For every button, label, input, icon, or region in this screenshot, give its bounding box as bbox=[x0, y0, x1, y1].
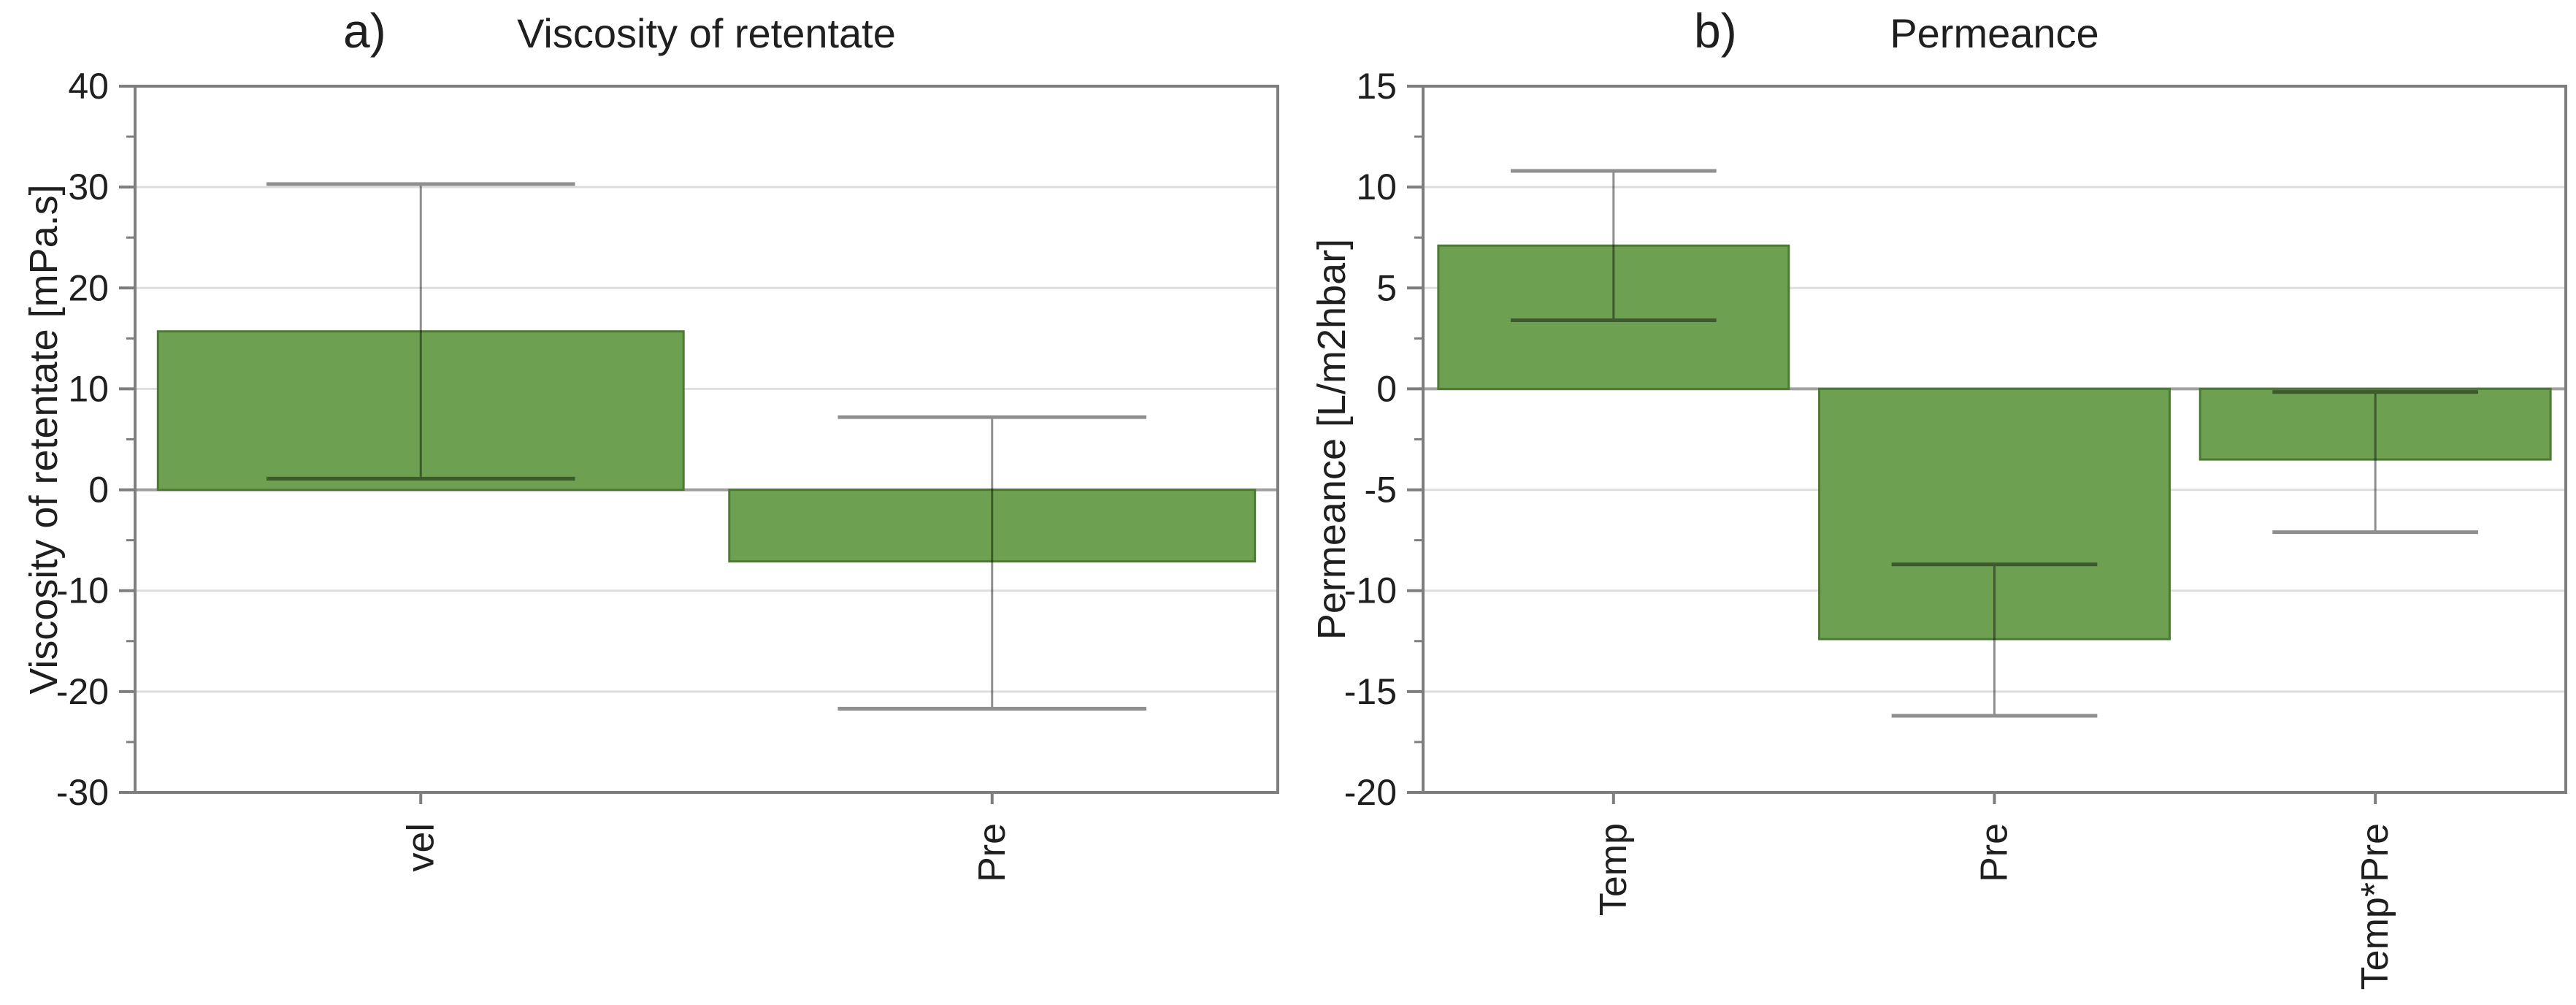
svg-text:15: 15 bbox=[1356, 66, 1397, 107]
svg-text:-10: -10 bbox=[56, 570, 109, 611]
svg-text:5: 5 bbox=[1376, 267, 1397, 308]
chart-panel-a: a) Viscosity of retentate Viscosity of r… bbox=[22, 4, 1279, 882]
svg-text:40: 40 bbox=[68, 66, 109, 107]
svg-text:-20: -20 bbox=[1344, 772, 1397, 813]
svg-text:-15: -15 bbox=[1344, 671, 1397, 712]
svg-text:30: 30 bbox=[68, 167, 109, 207]
panel-label-a: a) bbox=[343, 4, 386, 58]
svg-text:0: 0 bbox=[88, 470, 109, 511]
svg-text:10: 10 bbox=[68, 368, 109, 409]
svg-text:-10: -10 bbox=[1344, 570, 1397, 611]
chart-title-b: Permeance bbox=[1890, 10, 2099, 56]
svg-text:Temp: Temp bbox=[1592, 823, 1635, 916]
svg-text:-20: -20 bbox=[56, 671, 109, 712]
panel-label-b: b) bbox=[1694, 4, 1737, 58]
svg-text:Temp*Pre: Temp*Pre bbox=[2354, 823, 2396, 990]
bar-chart-b: 15 10 5 0 -5 -10 -15 -20 Temp Pre Temp*Pre bbox=[1344, 66, 2567, 990]
svg-text:-5: -5 bbox=[1365, 470, 1397, 511]
svg-text:vel: vel bbox=[399, 823, 442, 871]
svg-text:10: 10 bbox=[1356, 167, 1397, 207]
svg-text:0: 0 bbox=[1376, 368, 1397, 409]
bar-chart-a: 40 30 20 10 0 -10 -20 -30 vel Pre bbox=[56, 66, 1279, 882]
svg-text:Pre: Pre bbox=[1974, 823, 2016, 882]
svg-text:20: 20 bbox=[68, 267, 109, 308]
svg-text:Pre: Pre bbox=[971, 823, 1013, 882]
chart-panel-b: b) Permeance Permeance [L/m2hbar] 15 10 5 0… bbox=[1288, 0, 2576, 1005]
svg-text:-30: -30 bbox=[56, 772, 109, 813]
chart-title-a: Viscosity of retentate bbox=[517, 10, 896, 56]
